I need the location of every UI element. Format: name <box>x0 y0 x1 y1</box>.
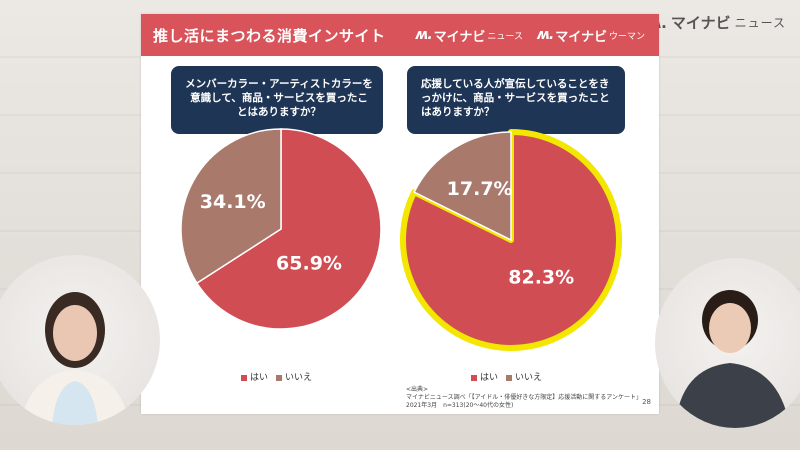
pie-slice-yes <box>195 128 382 330</box>
logo-main: マイナビ <box>555 29 607 45</box>
presenter-left-video <box>0 255 160 425</box>
source-line-2: 2021年3月 n=313(20～40代の女性) <box>406 402 514 409</box>
legend-item-no: いいえ <box>506 370 542 383</box>
brand-sub: ニュース <box>734 16 786 30</box>
slide-header: 推し活にまつわる消費インサイト ʍ. マイナビ ニュース ʍ. マイナビ ウーマ… <box>141 14 659 56</box>
legend-1: はい いいえ <box>241 370 312 383</box>
pie-chart-1: 65.9% 34.1% <box>180 128 382 330</box>
legend-2: はい いいえ <box>471 370 542 383</box>
logo-sub: ニュース <box>487 31 523 42</box>
logo-main: マイナビ <box>433 29 486 45</box>
pie-slice-no <box>180 128 282 285</box>
legend-item-yes: はい <box>471 370 498 383</box>
source-label: <出典> <box>406 386 429 393</box>
mynavi-mark-icon: ʍ. <box>536 27 554 43</box>
brand-main: マイナビ <box>670 14 731 32</box>
mynavi-mark-icon: ʍ. <box>415 27 432 43</box>
logo-sub: ウーマン <box>608 31 645 42</box>
source-line-1: マイナビニュース調べ「【アイドル・俳優好きな方限定】応援活動に関するアンケート」 <box>406 394 643 401</box>
pie-label-yes: 82.3% <box>508 266 574 288</box>
source-note: <出典> マイナビニュース調べ「【アイドル・俳優好きな方限定】応援活動に関するア… <box>406 386 642 410</box>
pie-label-no: 17.7% <box>447 178 513 200</box>
presenter-right-icon <box>675 290 790 428</box>
legend-item-yes: はい <box>241 370 268 383</box>
presenter-left-icon <box>20 292 130 425</box>
slide-title: 推し活にまつわる消費インサイト <box>153 26 386 45</box>
question-1: メンバーカラー・アーティストカラーを意識して、商品・サービスを買ったことはありま… <box>171 66 383 134</box>
logo-mynavi-news: ʍ. マイナビ ニュース <box>415 26 523 45</box>
pie-chart-2: 82.3% 17.7% <box>400 129 622 351</box>
question-2: 応援している人が宣伝していることをきっかけに、商品・サービスを買ったことはありま… <box>407 66 625 134</box>
pie-label-no: 34.1% <box>200 191 266 213</box>
presentation-slide: 推し活にまつわる消費インサイト ʍ. マイナビ ニュース ʍ. マイナビ ウーマ… <box>141 14 659 414</box>
logo-mynavi-woman: ʍ. マイナビ ウーマン <box>537 26 645 45</box>
channel-logo: ʍ. マイナビ ニュース <box>647 12 786 33</box>
legend-item-no: いいえ <box>276 370 312 383</box>
pie-slice-yes <box>400 129 622 351</box>
presenter-right-video <box>655 258 800 428</box>
page-number: 28 <box>642 398 651 406</box>
pie-slice-no <box>413 131 512 242</box>
pie-label-yes: 65.9% <box>276 253 342 275</box>
